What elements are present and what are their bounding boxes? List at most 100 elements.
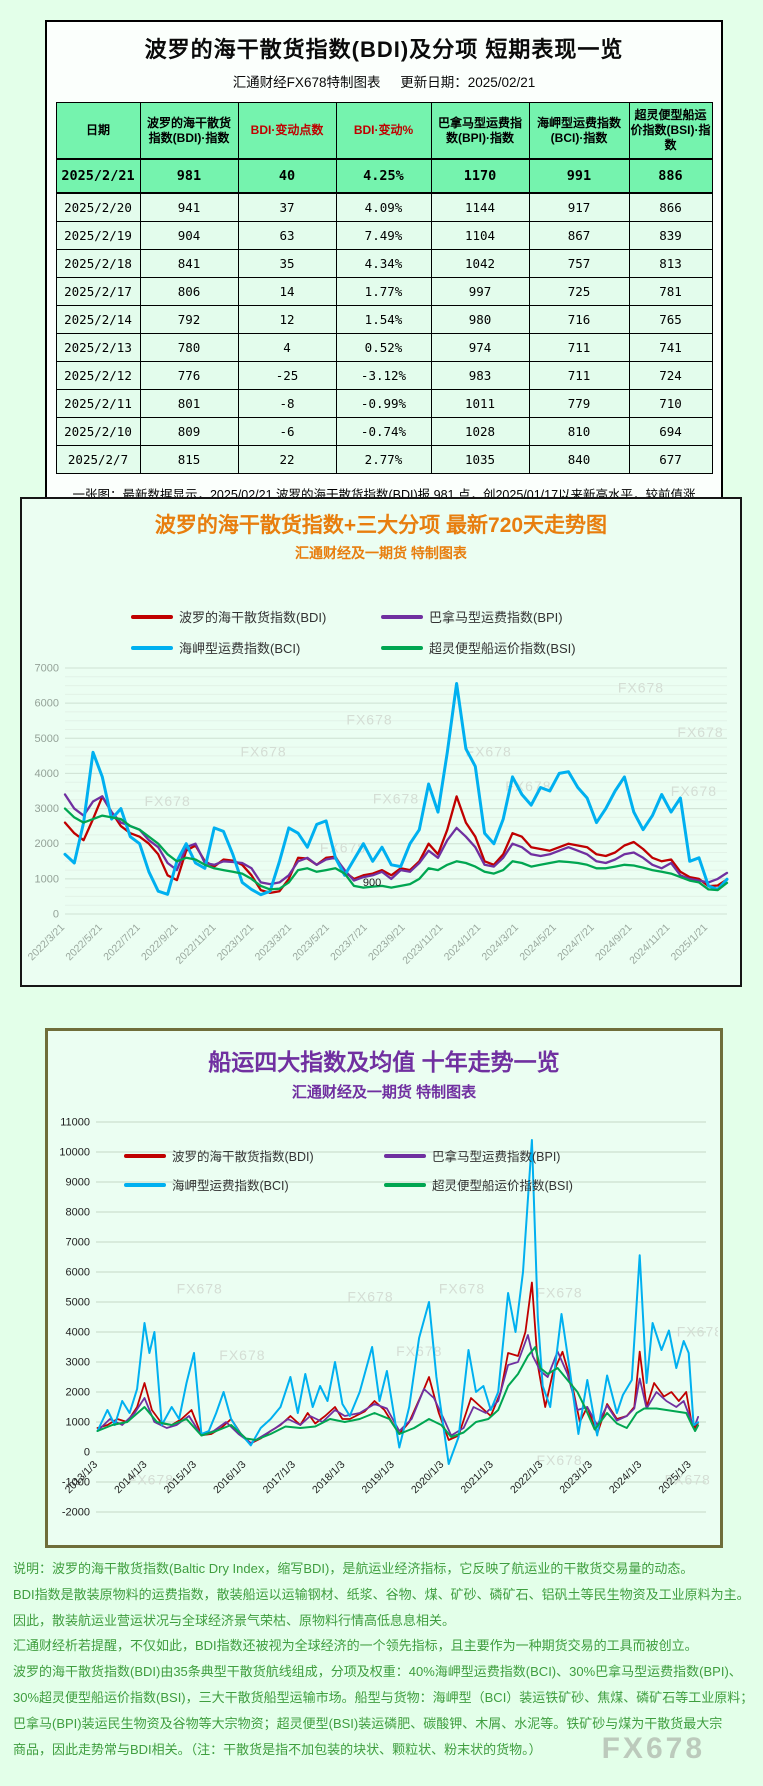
- col-header-date: 日期: [55, 102, 141, 160]
- footer-line: 30%超灵便型船运价指数(BSI)，三大干散货船型运输市场。船型与货物：海岬型（…: [13, 1689, 754, 1705]
- table-cell: 4: [237, 333, 337, 362]
- col-header-bdi: 波罗的海干散货指数(BDI)·指数: [139, 102, 239, 160]
- table-cell: 2.77%: [335, 445, 432, 474]
- legend-label: 波罗的海干散货指数(BDI): [172, 1150, 314, 1164]
- table-cell: 997: [430, 277, 530, 306]
- table-row: 2025/2/7 815 22 2.77% 1035 840 677: [55, 445, 713, 474]
- table-cell: 839: [628, 221, 713, 250]
- table-cell: -25: [237, 361, 337, 390]
- table-cell: 886: [628, 158, 713, 194]
- table-cell: 711: [528, 361, 630, 390]
- svg-text:FX678: FX678: [396, 1343, 442, 1359]
- svg-text:6000: 6000: [35, 698, 59, 710]
- svg-text:FX678: FX678: [439, 1281, 485, 1297]
- svg-text:1000: 1000: [66, 1417, 90, 1429]
- legend-label: 巴拿马型运费指数(BPI): [429, 610, 563, 625]
- table-cell: 2025/2/20: [55, 192, 141, 222]
- col-header-bdi-change-pct: BDI·变动%: [335, 102, 432, 160]
- table-cell: 781: [628, 277, 713, 306]
- svg-text:2024/1/21: 2024/1/21: [442, 922, 484, 964]
- legend-item-bpi: 巴拿马型运费指数(BPI): [384, 1146, 644, 1165]
- table-cell: 866: [628, 192, 713, 222]
- svg-text:2023/11/21: 2023/11/21: [400, 922, 445, 967]
- table-title: 波罗的海干散货指数(BDI)及分项 短期表现一览: [144, 37, 624, 62]
- bdi-line-swatch: [131, 614, 173, 619]
- svg-text:FX678: FX678: [347, 1288, 393, 1304]
- table-cell: 792: [139, 305, 239, 334]
- svg-text:2016/1/3: 2016/1/3: [211, 1459, 248, 1496]
- legend-item-bpi: 巴拿马型运费指数(BPI): [381, 607, 631, 626]
- table-cell: 1170: [430, 158, 530, 194]
- table-cell: 974: [430, 333, 530, 362]
- legend-label: 海岬型运费指数(BCI): [179, 641, 301, 656]
- svg-text:2019/1/3: 2019/1/3: [360, 1459, 397, 1496]
- chart-720d-plot: 0 1000 2000 3000 4000 5000 6000 7000 FX678 FX678 F…: [22, 659, 740, 993]
- table-cell: 2025/2/7: [55, 445, 141, 474]
- table-cell: 0.52%: [335, 333, 432, 362]
- table-cell: 780: [139, 333, 239, 362]
- fx678-watermark: FX678: [601, 1732, 705, 1765]
- svg-text:2021/1/3: 2021/1/3: [458, 1459, 495, 1496]
- table-row: 2025/2/14 792 12 1.54% 980 716 765: [55, 305, 713, 334]
- chart-720d-svg: 0 1000 2000 3000 4000 5000 6000 7000 FX678 FX678 F…: [26, 663, 729, 967]
- chart-10y-legend: 波罗的海干散货指数(BDI) 巴拿马型运费指数(BPI) 海岬型运费指数(BCI…: [124, 1146, 644, 1194]
- table-cell: 725: [528, 277, 630, 306]
- col-header-bci: 海岬型运费指数(BCI)·指数: [528, 102, 630, 160]
- table-cell: 757: [528, 249, 630, 278]
- table-cell: 813: [628, 249, 713, 278]
- chart-10y-plot: 波罗的海干散货指数(BDI) 巴拿马型运费指数(BPI) 海岬型运费指数(BCI…: [48, 1108, 720, 1530]
- legend-label: 波罗的海干散货指数(BDI): [179, 610, 327, 625]
- table-cell: 2025/2/13: [55, 333, 141, 362]
- svg-text:2024/3/21: 2024/3/21: [480, 922, 522, 964]
- table-row: 2025/2/21 981 40 4.25% 1170 991 886: [55, 158, 713, 194]
- table-cell: 2025/2/10: [55, 417, 141, 446]
- table-cell: 4.25%: [335, 158, 432, 194]
- svg-text:FX678: FX678: [618, 680, 664, 696]
- table-cell: 2025/2/21: [55, 158, 141, 194]
- bsi-line-swatch: [381, 645, 423, 650]
- bdi-line-swatch: [124, 1153, 166, 1158]
- table-cell: 2025/2/11: [55, 389, 141, 418]
- chart-720d-section: 波罗的海干散货指数+三大分项 最新720天走势图 汇通财经及一期货 特制图表 波…: [20, 497, 742, 987]
- svg-text:FX678: FX678: [677, 724, 723, 740]
- bpi-line-swatch: [381, 614, 423, 619]
- bdi-table-section: 波罗的海干散货指数(BDI)及分项 短期表现一览 汇通财经FX678特制图表 更…: [45, 20, 723, 569]
- bdi-table: 日期 波罗的海干散货指数(BDI)·指数 BDI·变动点数 BDI·变动% 巴拿…: [55, 102, 713, 474]
- svg-text:FX678: FX678: [240, 744, 286, 760]
- table-cell: 1104: [430, 221, 530, 250]
- svg-text:6000: 6000: [66, 1267, 90, 1279]
- svg-text:2000: 2000: [66, 1387, 90, 1399]
- table-cell: 815: [139, 445, 239, 474]
- table-cell: 809: [139, 417, 239, 446]
- table-cell: 2025/2/14: [55, 305, 141, 334]
- table-cell: 776: [139, 361, 239, 390]
- table-row: 2025/2/10 809 -6 -0.74% 1028 810 694: [55, 417, 713, 446]
- table-cell: 710: [628, 389, 713, 418]
- table-cell: 694: [628, 417, 713, 446]
- svg-text:2022/7/21: 2022/7/21: [101, 922, 143, 964]
- svg-text:2024/5/21: 2024/5/21: [517, 922, 559, 964]
- table-row: 2025/2/13 780 4 0.52% 974 711 741: [55, 333, 713, 362]
- table-cell: 801: [139, 389, 239, 418]
- table-cell: 1011: [430, 389, 530, 418]
- legend-item-bci: 海岬型运费指数(BCI): [124, 1175, 384, 1194]
- legend-label: 超灵便型船运价指数(BSI): [429, 641, 576, 656]
- table-row: 2025/2/11 801 -8 -0.99% 1011 779 710: [55, 389, 713, 418]
- table-cell: 4.09%: [335, 192, 432, 222]
- svg-text:4000: 4000: [35, 768, 59, 780]
- svg-text:2025/1/21: 2025/1/21: [669, 922, 711, 964]
- table-cell: 741: [628, 333, 713, 362]
- svg-text:2023/7/21: 2023/7/21: [328, 922, 370, 964]
- bsi-line-swatch: [384, 1182, 426, 1187]
- svg-text:2023/3/21: 2023/3/21: [253, 922, 295, 964]
- chart-10y-section: 船运四大指数及均值 十年走势一览 汇通财经及一期货 特制图表 波罗的海干散货指数…: [45, 1028, 723, 1548]
- table-cell: 22: [237, 445, 337, 474]
- table-cell: 716: [528, 305, 630, 334]
- svg-text:5000: 5000: [66, 1297, 90, 1309]
- table-row: 2025/2/20 941 37 4.09% 1144 917 866: [55, 192, 713, 222]
- table-cell: 12: [237, 305, 337, 334]
- table-cell: -0.74%: [335, 417, 432, 446]
- table-cell: 917: [528, 192, 630, 222]
- svg-text:FX678: FX678: [536, 1285, 582, 1301]
- svg-text:FX678: FX678: [128, 1472, 174, 1488]
